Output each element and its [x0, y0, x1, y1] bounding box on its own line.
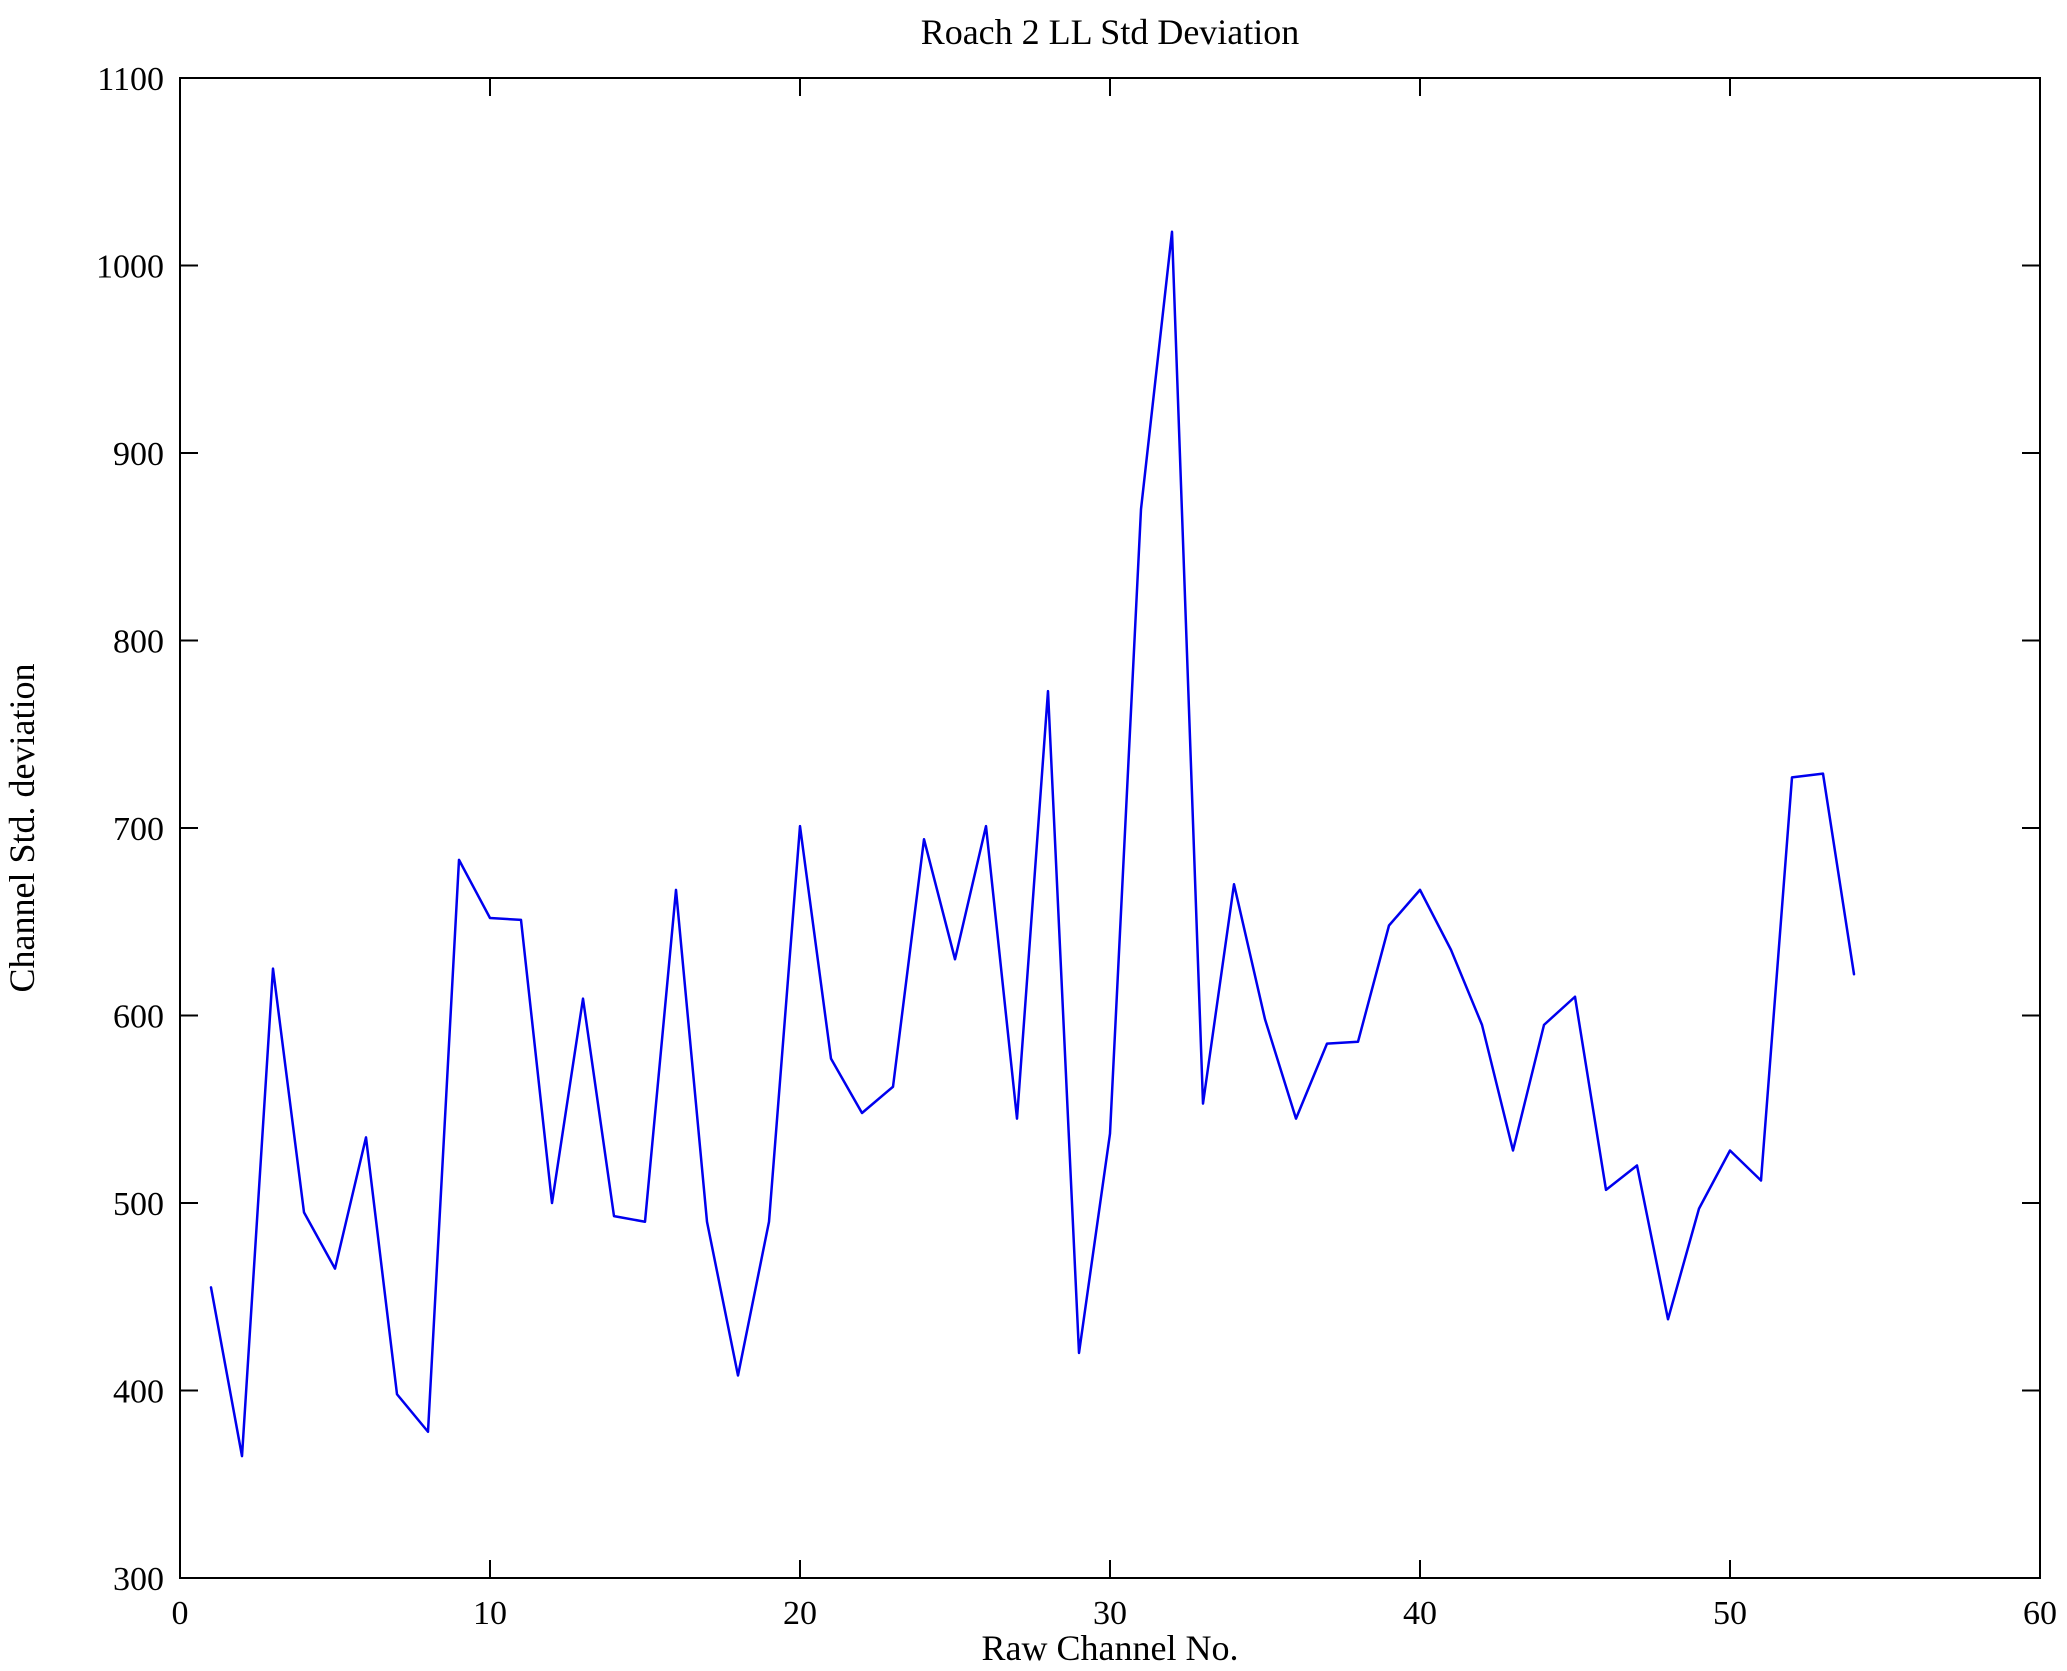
y-tick-label: 900	[113, 436, 164, 473]
plot-frame	[179, 77, 2041, 1579]
data-line-series	[209, 230, 1856, 1458]
chart-title: Roach 2 LL Std Deviation	[921, 12, 1300, 52]
x-tick-label: 40	[1403, 1595, 1437, 1632]
y-tick-label: 400	[113, 1374, 164, 1411]
x-tick-label: 0	[172, 1595, 189, 1632]
y-tick-label: 500	[113, 1186, 164, 1223]
y-tick-label: 600	[113, 999, 164, 1036]
y-tick-label: 1100	[97, 61, 164, 98]
y-tick-label: 700	[113, 811, 164, 848]
x-tick-label: 50	[1713, 1595, 1747, 1632]
y-tick-label: 300	[113, 1561, 164, 1598]
y-tick-label: 800	[113, 624, 164, 661]
x-tick-label: 30	[1093, 1595, 1127, 1632]
x-tick-label: 10	[473, 1595, 507, 1632]
x-tick-label: 20	[783, 1595, 817, 1632]
y-axis-label: Channel Std. deviation	[2, 664, 42, 993]
x-axis-label: Raw Channel No.	[982, 1628, 1239, 1668]
y-tick-label: 1000	[96, 249, 164, 286]
x-tick-label: 60	[2023, 1595, 2057, 1632]
